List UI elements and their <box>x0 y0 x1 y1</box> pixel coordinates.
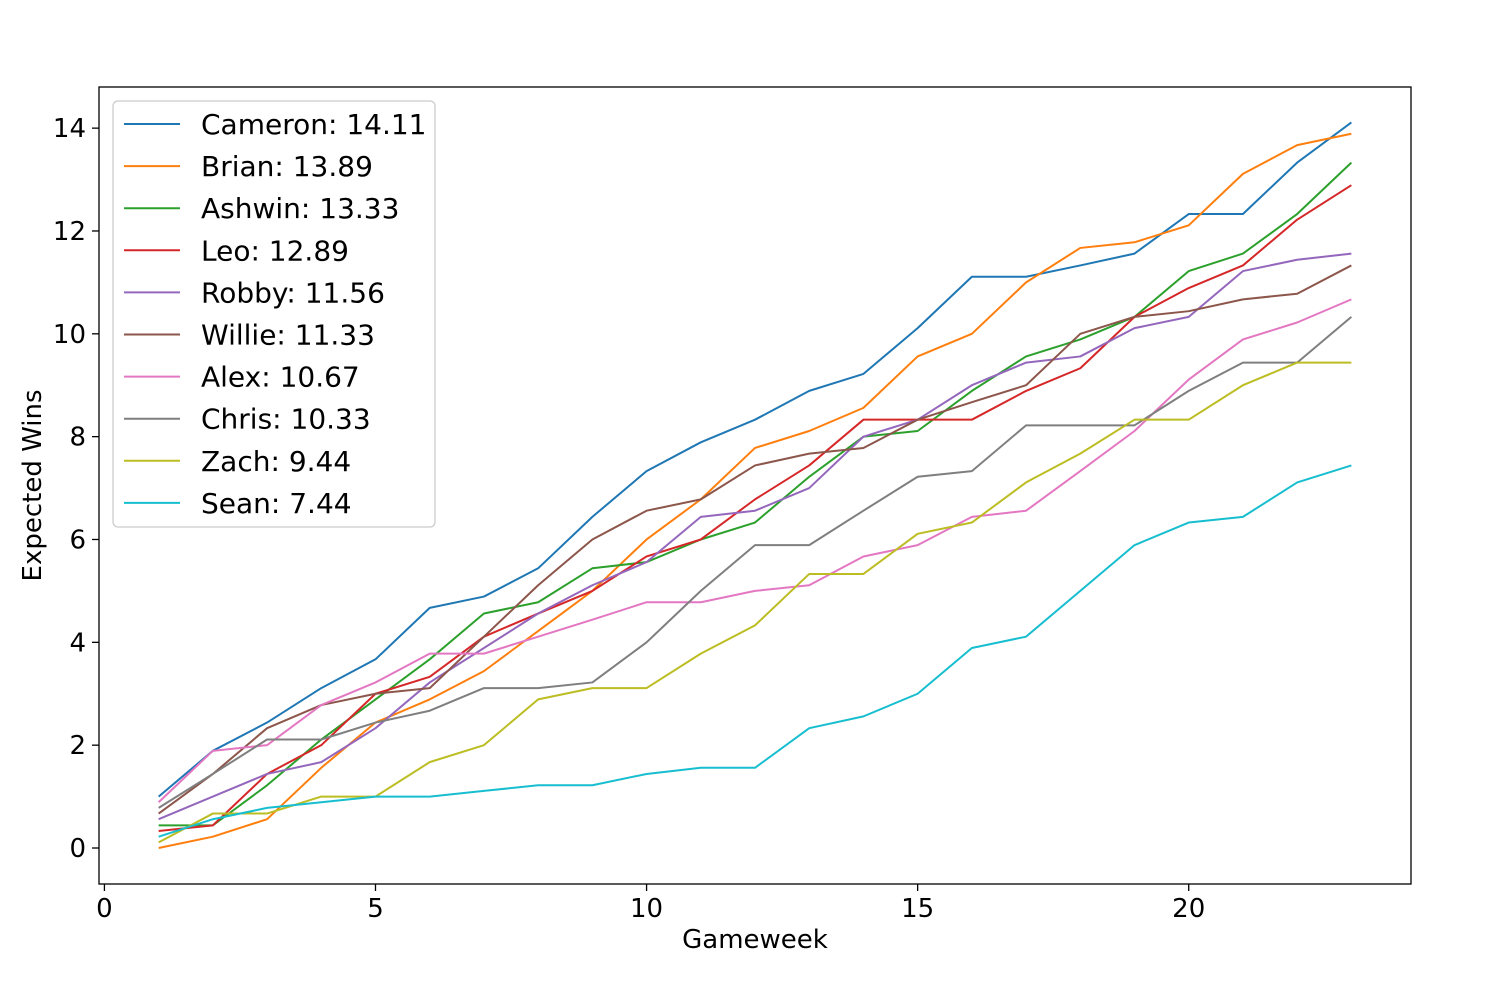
legend: Cameron: 14.11 Brian: 13.89 Ashwin: 13.33 L… <box>112 100 436 528</box>
x-tick-label: 0 <box>96 894 113 924</box>
y-tick-label: 8 <box>69 423 86 453</box>
x-tick-label: 15 <box>901 894 934 924</box>
legend-label: Chris: 10.33 <box>201 403 371 436</box>
series-layer <box>157 121 1353 849</box>
series-line-2 <box>158 161 1353 827</box>
x-tick-label: 5 <box>367 894 384 924</box>
series-line-3 <box>158 184 1352 833</box>
legend-label: Ashwin: 13.33 <box>201 192 399 225</box>
series-line-0 <box>157 121 1352 798</box>
legend-label: Zach: 9.44 <box>201 445 351 478</box>
x-tick-label: 20 <box>1172 894 1205 924</box>
y-tick-label: 12 <box>53 217 86 247</box>
x-tick-label: 10 <box>630 894 663 924</box>
series-line-4 <box>158 252 1352 821</box>
series-line-8 <box>158 361 1352 844</box>
y-tick-label: 6 <box>69 525 86 555</box>
y-tick-label: 14 <box>53 114 86 144</box>
legend-label: Sean: 7.44 <box>201 487 352 520</box>
y-axis-label: Expected Wins <box>18 390 48 582</box>
y-axis: 0 2 4 6 8 10 12 14 <box>53 114 99 864</box>
y-tick-label: 4 <box>69 628 86 658</box>
legend-label: Leo: 12.89 <box>201 234 349 267</box>
legend-label: Alex: 10.67 <box>201 361 360 394</box>
legend-label: Willie: 11.33 <box>201 319 375 352</box>
legend-label: Robby: 11.56 <box>201 276 385 309</box>
series-line-9 <box>158 464 1352 838</box>
y-tick-label: 0 <box>69 834 86 864</box>
legend-label: Brian: 13.89 <box>201 150 373 183</box>
legend-label: Cameron: 14.11 <box>201 108 426 141</box>
series-line-1 <box>158 132 1352 849</box>
legend-box <box>112 100 436 528</box>
x-axis: 0 5 10 15 20 <box>96 884 1205 924</box>
x-axis-label: Gameweek <box>682 925 828 955</box>
y-tick-label: 10 <box>53 320 86 350</box>
series-line-5 <box>158 264 1352 815</box>
plot-area-frame <box>98 86 1412 885</box>
series-line-7 <box>158 316 1353 809</box>
y-tick-label: 2 <box>69 731 86 761</box>
